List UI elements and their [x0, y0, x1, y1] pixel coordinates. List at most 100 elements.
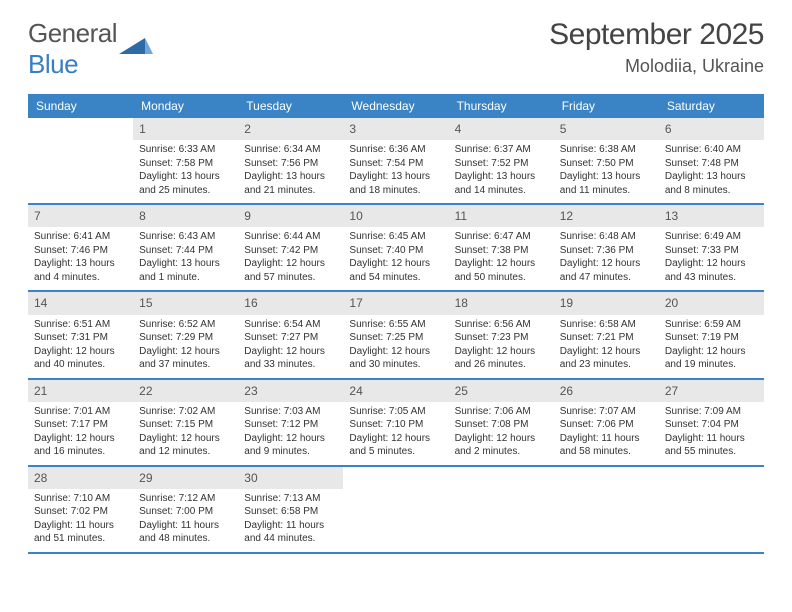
- day-number: 2: [238, 118, 343, 140]
- sunrise-text: Sunrise: 6:40 AM: [665, 143, 758, 157]
- day-cell: 20Sunrise: 6:59 AMSunset: 7:19 PMDayligh…: [659, 292, 764, 377]
- day-number: 8: [133, 205, 238, 227]
- day-number: 15: [133, 292, 238, 314]
- day-cell: 17Sunrise: 6:55 AMSunset: 7:25 PMDayligh…: [343, 292, 448, 377]
- daylight-text: Daylight: 12 hours and 19 minutes.: [665, 345, 758, 372]
- daylight-text: Daylight: 13 hours and 1 minute.: [139, 257, 232, 284]
- daylight-text: Daylight: 12 hours and 16 minutes.: [34, 432, 127, 459]
- title-block: September 2025 Molodiia, Ukraine: [549, 18, 764, 77]
- sunset-text: Sunset: 7:54 PM: [349, 157, 442, 171]
- day-details: Sunrise: 7:07 AMSunset: 7:06 PMDaylight:…: [554, 402, 659, 465]
- sunset-text: Sunset: 7:27 PM: [244, 331, 337, 345]
- dow-tuesday: Tuesday: [238, 94, 343, 118]
- sunrise-text: Sunrise: 6:41 AM: [34, 230, 127, 244]
- sunrise-text: Sunrise: 6:36 AM: [349, 143, 442, 157]
- day-details: Sunrise: 6:41 AMSunset: 7:46 PMDaylight:…: [28, 227, 133, 290]
- sunset-text: Sunset: 7:25 PM: [349, 331, 442, 345]
- day-details: Sunrise: 6:36 AMSunset: 7:54 PMDaylight:…: [343, 140, 448, 203]
- sunset-text: Sunset: 7:19 PM: [665, 331, 758, 345]
- sunrise-text: Sunrise: 7:10 AM: [34, 492, 127, 506]
- sunrise-text: Sunrise: 6:51 AM: [34, 318, 127, 332]
- week-row: 7Sunrise: 6:41 AMSunset: 7:46 PMDaylight…: [28, 205, 764, 292]
- sunset-text: Sunset: 7:00 PM: [139, 505, 232, 519]
- day-cell: 23Sunrise: 7:03 AMSunset: 7:12 PMDayligh…: [238, 380, 343, 465]
- day-number: 7: [28, 205, 133, 227]
- calendar-grid: Sunday Monday Tuesday Wednesday Thursday…: [28, 94, 764, 554]
- sunrise-text: Sunrise: 7:07 AM: [560, 405, 653, 419]
- sunrise-text: Sunrise: 6:33 AM: [139, 143, 232, 157]
- location-label: Molodiia, Ukraine: [549, 56, 764, 77]
- day-cell: 14Sunrise: 6:51 AMSunset: 7:31 PMDayligh…: [28, 292, 133, 377]
- day-number: 25: [449, 380, 554, 402]
- sunset-text: Sunset: 7:48 PM: [665, 157, 758, 171]
- day-number: 23: [238, 380, 343, 402]
- sunrise-text: Sunrise: 6:34 AM: [244, 143, 337, 157]
- day-number: 17: [343, 292, 448, 314]
- sunset-text: Sunset: 7:52 PM: [455, 157, 548, 171]
- dow-sunday: Sunday: [28, 94, 133, 118]
- day-details: Sunrise: 6:48 AMSunset: 7:36 PMDaylight:…: [554, 227, 659, 290]
- day-details: Sunrise: 7:03 AMSunset: 7:12 PMDaylight:…: [238, 402, 343, 465]
- sunset-text: Sunset: 7:12 PM: [244, 418, 337, 432]
- day-cell: 2Sunrise: 6:34 AMSunset: 7:56 PMDaylight…: [238, 118, 343, 203]
- sunset-text: Sunset: 7:38 PM: [455, 244, 548, 258]
- day-cell: 6Sunrise: 6:40 AMSunset: 7:48 PMDaylight…: [659, 118, 764, 203]
- sunrise-text: Sunrise: 6:54 AM: [244, 318, 337, 332]
- sunset-text: Sunset: 7:44 PM: [139, 244, 232, 258]
- page-header: General Blue September 2025 Molodiia, Uk…: [28, 18, 764, 80]
- day-number: 30: [238, 467, 343, 489]
- daylight-text: Daylight: 12 hours and 26 minutes.: [455, 345, 548, 372]
- day-details: Sunrise: 7:10 AMSunset: 7:02 PMDaylight:…: [28, 489, 133, 552]
- daylight-text: Daylight: 12 hours and 5 minutes.: [349, 432, 442, 459]
- daylight-text: Daylight: 12 hours and 30 minutes.: [349, 345, 442, 372]
- day-details: Sunrise: 6:37 AMSunset: 7:52 PMDaylight:…: [449, 140, 554, 203]
- daylight-text: Daylight: 11 hours and 55 minutes.: [665, 432, 758, 459]
- daylight-text: Daylight: 12 hours and 43 minutes.: [665, 257, 758, 284]
- daylight-text: Daylight: 11 hours and 51 minutes.: [34, 519, 127, 546]
- day-details: Sunrise: 6:43 AMSunset: 7:44 PMDaylight:…: [133, 227, 238, 290]
- week-row: 28Sunrise: 7:10 AMSunset: 7:02 PMDayligh…: [28, 467, 764, 554]
- day-cell: 27Sunrise: 7:09 AMSunset: 7:04 PMDayligh…: [659, 380, 764, 465]
- sunrise-text: Sunrise: 7:05 AM: [349, 405, 442, 419]
- brand-name: General Blue: [28, 18, 117, 80]
- day-details: Sunrise: 6:55 AMSunset: 7:25 PMDaylight:…: [343, 315, 448, 378]
- daylight-text: Daylight: 12 hours and 50 minutes.: [455, 257, 548, 284]
- daylight-text: Daylight: 12 hours and 23 minutes.: [560, 345, 653, 372]
- day-number: 27: [659, 380, 764, 402]
- sunset-text: Sunset: 7:46 PM: [34, 244, 127, 258]
- day-details: Sunrise: 7:12 AMSunset: 7:00 PMDaylight:…: [133, 489, 238, 552]
- weeks-container: 1Sunrise: 6:33 AMSunset: 7:58 PMDaylight…: [28, 118, 764, 554]
- sunset-text: Sunset: 7:21 PM: [560, 331, 653, 345]
- brand-logo: General Blue: [28, 18, 153, 80]
- day-details: Sunrise: 6:33 AMSunset: 7:58 PMDaylight:…: [133, 140, 238, 203]
- day-number: 11: [449, 205, 554, 227]
- daylight-text: Daylight: 12 hours and 9 minutes.: [244, 432, 337, 459]
- daylight-text: Daylight: 11 hours and 48 minutes.: [139, 519, 232, 546]
- daylight-text: Daylight: 13 hours and 18 minutes.: [349, 170, 442, 197]
- sunrise-text: Sunrise: 6:38 AM: [560, 143, 653, 157]
- day-of-week-header-row: Sunday Monday Tuesday Wednesday Thursday…: [28, 94, 764, 118]
- day-cell: [343, 467, 448, 552]
- sunset-text: Sunset: 7:56 PM: [244, 157, 337, 171]
- day-number: 6: [659, 118, 764, 140]
- day-cell: 7Sunrise: 6:41 AMSunset: 7:46 PMDaylight…: [28, 205, 133, 290]
- day-details: Sunrise: 6:34 AMSunset: 7:56 PMDaylight:…: [238, 140, 343, 203]
- day-details: Sunrise: 7:06 AMSunset: 7:08 PMDaylight:…: [449, 402, 554, 465]
- sunrise-text: Sunrise: 6:43 AM: [139, 230, 232, 244]
- sunrise-text: Sunrise: 6:58 AM: [560, 318, 653, 332]
- day-number: 12: [554, 205, 659, 227]
- sunrise-text: Sunrise: 6:56 AM: [455, 318, 548, 332]
- sunrise-text: Sunrise: 6:48 AM: [560, 230, 653, 244]
- daylight-text: Daylight: 12 hours and 33 minutes.: [244, 345, 337, 372]
- day-number: 5: [554, 118, 659, 140]
- day-cell: 24Sunrise: 7:05 AMSunset: 7:10 PMDayligh…: [343, 380, 448, 465]
- day-details: Sunrise: 7:05 AMSunset: 7:10 PMDaylight:…: [343, 402, 448, 465]
- day-cell: [449, 467, 554, 552]
- sunset-text: Sunset: 7:31 PM: [34, 331, 127, 345]
- sunset-text: Sunset: 7:29 PM: [139, 331, 232, 345]
- day-number: 14: [28, 292, 133, 314]
- daylight-text: Daylight: 11 hours and 58 minutes.: [560, 432, 653, 459]
- sunrise-text: Sunrise: 6:37 AM: [455, 143, 548, 157]
- day-cell: 1Sunrise: 6:33 AMSunset: 7:58 PMDaylight…: [133, 118, 238, 203]
- day-number: 20: [659, 292, 764, 314]
